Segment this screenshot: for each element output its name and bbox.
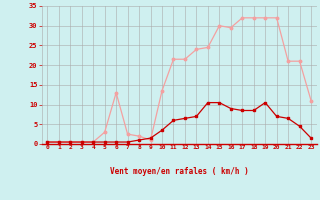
X-axis label: Vent moyen/en rafales ( km/h ): Vent moyen/en rafales ( km/h ) bbox=[110, 167, 249, 176]
